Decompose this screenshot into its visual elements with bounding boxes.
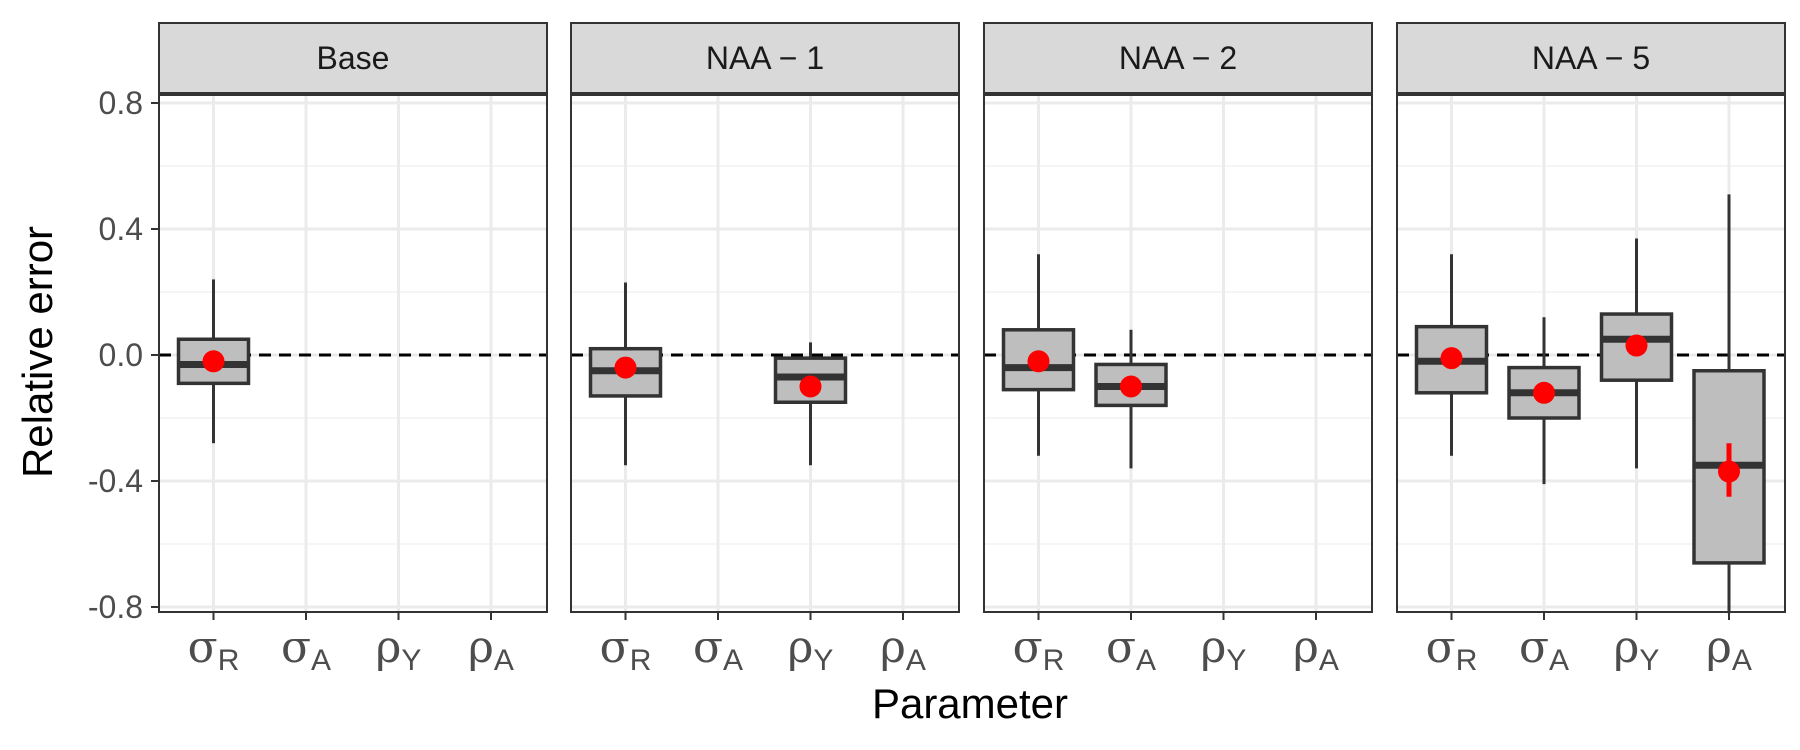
panel-border (158, 94, 548, 613)
panel-border (983, 94, 1373, 613)
y-tick-label: -0.4 (88, 463, 143, 499)
mean-point (1120, 375, 1142, 398)
panel-border (1396, 94, 1786, 613)
mean-point (1625, 334, 1648, 357)
x-tick-label: ρY (1614, 622, 1660, 677)
mean-point (202, 350, 225, 373)
panel-2: NAA − 2 (983, 22, 1373, 613)
mean-point (1718, 460, 1740, 483)
mean-point (1533, 381, 1555, 404)
panel-strip (1396, 22, 1786, 94)
y-tick-label: -0.8 (88, 589, 143, 625)
y-axis-title: Relative error (14, 226, 61, 478)
box-ρY (1599, 238, 1674, 469)
panel-strip-label: NAA − 2 (1119, 40, 1237, 76)
x-tick-label: σA (1519, 622, 1569, 677)
box-σA (1094, 329, 1168, 469)
box-ρY (773, 342, 848, 466)
box-σR (1001, 254, 1076, 456)
box-σR (1414, 254, 1489, 456)
panel-strip-label: NAA − 5 (1532, 40, 1650, 76)
x-tick-label: σA (1106, 622, 1156, 677)
x-tick-label: σR (1426, 622, 1478, 677)
panel-strip (570, 22, 960, 94)
panel-strip-label: NAA − 1 (706, 40, 824, 76)
box-σR (588, 282, 663, 466)
x-tick-label: σA (693, 622, 743, 677)
x-tick-label: σR (600, 622, 652, 677)
x-tick-label: ρA (880, 622, 926, 677)
panel-1: NAA − 1 (570, 22, 960, 613)
x-tick-label: ρA (1706, 622, 1752, 677)
y-tick-label: 0.0 (99, 337, 143, 373)
mean-point (614, 356, 637, 379)
x-tick-label: ρA (1293, 622, 1339, 677)
mean-point (1027, 350, 1050, 373)
x-tick-label: ρA (468, 622, 514, 677)
panel-strip (158, 22, 548, 94)
x-tick-label: σR (188, 622, 240, 677)
mean-point (799, 375, 822, 398)
panel-border (570, 94, 960, 613)
x-axis-title: Parameter (872, 680, 1068, 727)
x-tick-label: ρY (376, 622, 422, 677)
x-tick-label: ρY (788, 622, 834, 677)
box-σA (1507, 317, 1581, 485)
panel-3: NAA − 5 (1396, 22, 1786, 614)
box-σR (176, 279, 251, 444)
y-tick-label: 0.8 (99, 85, 143, 121)
box-ρA (1692, 194, 1766, 614)
y-tick-label: 0.4 (99, 211, 143, 247)
panel-strip (983, 22, 1373, 94)
x-tick-label: σA (281, 622, 331, 677)
x-tick-label: σR (1013, 622, 1065, 677)
mean-point (1440, 347, 1463, 370)
panel-0: Base (158, 22, 548, 613)
x-tick-label: ρY (1201, 622, 1247, 677)
panel-strip-label: Base (317, 40, 390, 76)
